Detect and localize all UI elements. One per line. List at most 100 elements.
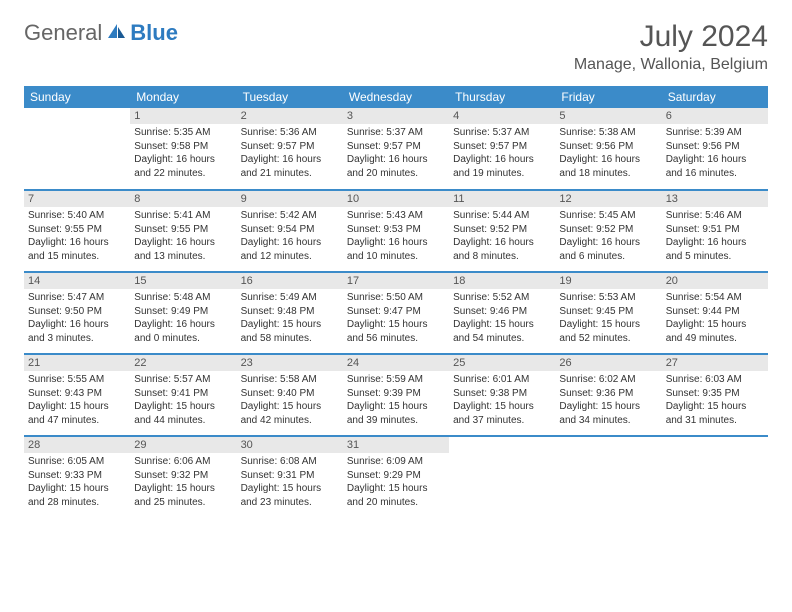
calendar-row: 28Sunrise: 6:05 AMSunset: 9:33 PMDayligh… xyxy=(24,436,768,518)
calendar-cell: 1Sunrise: 5:35 AMSunset: 9:58 PMDaylight… xyxy=(130,108,236,190)
calendar-cell xyxy=(24,108,130,190)
day-number: 7 xyxy=(24,191,130,207)
day-number: 27 xyxy=(662,355,768,371)
calendar-cell: 13Sunrise: 5:46 AMSunset: 9:51 PMDayligh… xyxy=(662,190,768,272)
calendar-cell xyxy=(555,436,661,518)
day-data: Sunrise: 5:41 AMSunset: 9:55 PMDaylight:… xyxy=(130,207,236,265)
day-data: Sunrise: 5:55 AMSunset: 9:43 PMDaylight:… xyxy=(24,371,130,429)
calendar-cell: 21Sunrise: 5:55 AMSunset: 9:43 PMDayligh… xyxy=(24,354,130,436)
logo: General Blue xyxy=(24,20,178,46)
day-number: 17 xyxy=(343,273,449,289)
day-data: Sunrise: 5:46 AMSunset: 9:51 PMDaylight:… xyxy=(662,207,768,265)
day-data: Sunrise: 6:09 AMSunset: 9:29 PMDaylight:… xyxy=(343,453,449,511)
calendar-cell: 26Sunrise: 6:02 AMSunset: 9:36 PMDayligh… xyxy=(555,354,661,436)
calendar-cell: 14Sunrise: 5:47 AMSunset: 9:50 PMDayligh… xyxy=(24,272,130,354)
calendar-cell: 9Sunrise: 5:42 AMSunset: 9:54 PMDaylight… xyxy=(237,190,343,272)
day-number: 26 xyxy=(555,355,661,371)
calendar-cell: 11Sunrise: 5:44 AMSunset: 9:52 PMDayligh… xyxy=(449,190,555,272)
calendar-row: 14Sunrise: 5:47 AMSunset: 9:50 PMDayligh… xyxy=(24,272,768,354)
calendar-cell: 16Sunrise: 5:49 AMSunset: 9:48 PMDayligh… xyxy=(237,272,343,354)
calendar-cell: 4Sunrise: 5:37 AMSunset: 9:57 PMDaylight… xyxy=(449,108,555,190)
calendar-table: SundayMondayTuesdayWednesdayThursdayFrid… xyxy=(24,86,768,518)
calendar-cell xyxy=(662,436,768,518)
day-data: Sunrise: 5:49 AMSunset: 9:48 PMDaylight:… xyxy=(237,289,343,347)
day-data: Sunrise: 5:53 AMSunset: 9:45 PMDaylight:… xyxy=(555,289,661,347)
logo-text-blue: Blue xyxy=(130,20,178,46)
day-number: 13 xyxy=(662,191,768,207)
logo-text-general: General xyxy=(24,20,102,46)
day-number: 12 xyxy=(555,191,661,207)
day-number: 5 xyxy=(555,108,661,124)
weekday-header: Friday xyxy=(555,86,661,108)
location: Manage, Wallonia, Belgium xyxy=(574,56,768,74)
day-number: 24 xyxy=(343,355,449,371)
day-data: Sunrise: 5:57 AMSunset: 9:41 PMDaylight:… xyxy=(130,371,236,429)
day-data: Sunrise: 6:02 AMSunset: 9:36 PMDaylight:… xyxy=(555,371,661,429)
calendar-cell: 7Sunrise: 5:40 AMSunset: 9:55 PMDaylight… xyxy=(24,190,130,272)
title-block: July 2024 Manage, Wallonia, Belgium xyxy=(574,20,768,74)
day-data: Sunrise: 5:35 AMSunset: 9:58 PMDaylight:… xyxy=(130,124,236,182)
day-data: Sunrise: 5:52 AMSunset: 9:46 PMDaylight:… xyxy=(449,289,555,347)
month-title: July 2024 xyxy=(574,20,768,54)
header: General Blue July 2024 Manage, Wallonia,… xyxy=(24,20,768,74)
day-data: Sunrise: 5:40 AMSunset: 9:55 PMDaylight:… xyxy=(24,207,130,265)
day-number: 29 xyxy=(130,437,236,453)
day-number: 1 xyxy=(130,108,236,124)
calendar-cell: 27Sunrise: 6:03 AMSunset: 9:35 PMDayligh… xyxy=(662,354,768,436)
day-data: Sunrise: 5:43 AMSunset: 9:53 PMDaylight:… xyxy=(343,207,449,265)
day-number: 21 xyxy=(24,355,130,371)
calendar-cell: 25Sunrise: 6:01 AMSunset: 9:38 PMDayligh… xyxy=(449,354,555,436)
calendar-row: 7Sunrise: 5:40 AMSunset: 9:55 PMDaylight… xyxy=(24,190,768,272)
calendar-cell: 28Sunrise: 6:05 AMSunset: 9:33 PMDayligh… xyxy=(24,436,130,518)
day-number: 22 xyxy=(130,355,236,371)
day-number: 30 xyxy=(237,437,343,453)
weekday-header: Tuesday xyxy=(237,86,343,108)
calendar-cell xyxy=(449,436,555,518)
weekday-header: Wednesday xyxy=(343,86,449,108)
day-data: Sunrise: 5:37 AMSunset: 9:57 PMDaylight:… xyxy=(449,124,555,182)
day-data: Sunrise: 5:37 AMSunset: 9:57 PMDaylight:… xyxy=(343,124,449,182)
calendar-cell: 2Sunrise: 5:36 AMSunset: 9:57 PMDaylight… xyxy=(237,108,343,190)
day-number: 28 xyxy=(24,437,130,453)
day-number: 14 xyxy=(24,273,130,289)
calendar-body: 1Sunrise: 5:35 AMSunset: 9:58 PMDaylight… xyxy=(24,108,768,518)
day-number: 15 xyxy=(130,273,236,289)
day-data: Sunrise: 5:44 AMSunset: 9:52 PMDaylight:… xyxy=(449,207,555,265)
day-number: 11 xyxy=(449,191,555,207)
day-data: Sunrise: 5:39 AMSunset: 9:56 PMDaylight:… xyxy=(662,124,768,182)
calendar-cell: 20Sunrise: 5:54 AMSunset: 9:44 PMDayligh… xyxy=(662,272,768,354)
day-data: Sunrise: 6:05 AMSunset: 9:33 PMDaylight:… xyxy=(24,453,130,511)
weekday-header: Sunday xyxy=(24,86,130,108)
calendar-row: 1Sunrise: 5:35 AMSunset: 9:58 PMDaylight… xyxy=(24,108,768,190)
day-number: 23 xyxy=(237,355,343,371)
day-number: 8 xyxy=(130,191,236,207)
day-data: Sunrise: 5:42 AMSunset: 9:54 PMDaylight:… xyxy=(237,207,343,265)
calendar-cell: 12Sunrise: 5:45 AMSunset: 9:52 PMDayligh… xyxy=(555,190,661,272)
calendar-cell: 23Sunrise: 5:58 AMSunset: 9:40 PMDayligh… xyxy=(237,354,343,436)
calendar-cell: 8Sunrise: 5:41 AMSunset: 9:55 PMDaylight… xyxy=(130,190,236,272)
day-number: 18 xyxy=(449,273,555,289)
calendar-cell: 15Sunrise: 5:48 AMSunset: 9:49 PMDayligh… xyxy=(130,272,236,354)
day-data: Sunrise: 6:01 AMSunset: 9:38 PMDaylight:… xyxy=(449,371,555,429)
day-number: 10 xyxy=(343,191,449,207)
day-data: Sunrise: 5:59 AMSunset: 9:39 PMDaylight:… xyxy=(343,371,449,429)
calendar-cell: 6Sunrise: 5:39 AMSunset: 9:56 PMDaylight… xyxy=(662,108,768,190)
day-number: 9 xyxy=(237,191,343,207)
calendar-cell: 10Sunrise: 5:43 AMSunset: 9:53 PMDayligh… xyxy=(343,190,449,272)
day-data: Sunrise: 5:38 AMSunset: 9:56 PMDaylight:… xyxy=(555,124,661,182)
calendar-cell: 22Sunrise: 5:57 AMSunset: 9:41 PMDayligh… xyxy=(130,354,236,436)
day-number: 31 xyxy=(343,437,449,453)
weekday-header: Monday xyxy=(130,86,236,108)
day-number: 20 xyxy=(662,273,768,289)
day-data: Sunrise: 6:03 AMSunset: 9:35 PMDaylight:… xyxy=(662,371,768,429)
calendar-cell: 3Sunrise: 5:37 AMSunset: 9:57 PMDaylight… xyxy=(343,108,449,190)
calendar-cell: 17Sunrise: 5:50 AMSunset: 9:47 PMDayligh… xyxy=(343,272,449,354)
day-number: 2 xyxy=(237,108,343,124)
day-number: 25 xyxy=(449,355,555,371)
day-data: Sunrise: 5:58 AMSunset: 9:40 PMDaylight:… xyxy=(237,371,343,429)
weekday-header: Saturday xyxy=(662,86,768,108)
day-number: 19 xyxy=(555,273,661,289)
day-data: Sunrise: 5:48 AMSunset: 9:49 PMDaylight:… xyxy=(130,289,236,347)
weekday-header-row: SundayMondayTuesdayWednesdayThursdayFrid… xyxy=(24,86,768,108)
weekday-header: Thursday xyxy=(449,86,555,108)
